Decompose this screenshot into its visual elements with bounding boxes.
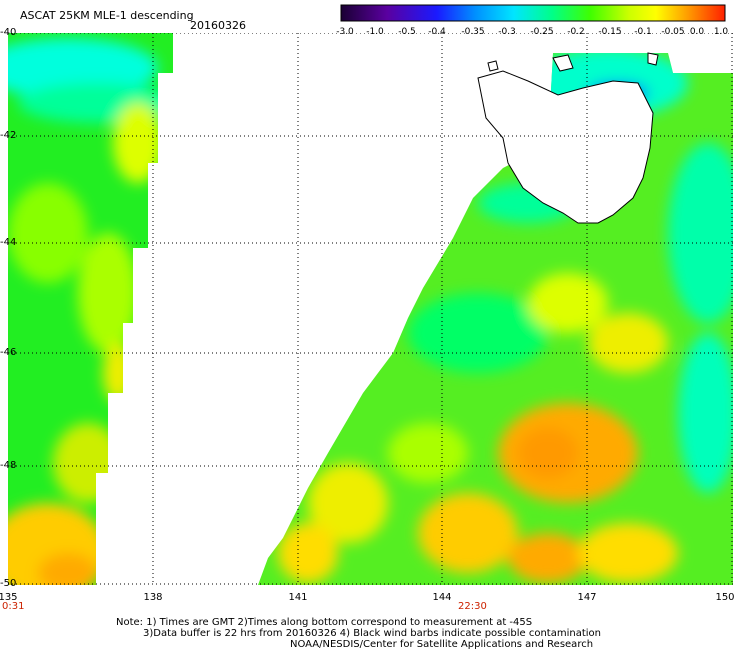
graticule <box>8 33 733 585</box>
island <box>552 54 574 72</box>
swath-time-left: 0:31 <box>2 601 25 612</box>
left-swath <box>8 33 173 585</box>
lon-label: 141 <box>288 592 308 603</box>
lat-label: -42 <box>0 130 17 141</box>
tasmania-landmass <box>477 70 654 224</box>
map-title: ASCAT 25KM MLE-1 descending <box>20 9 194 22</box>
swath-time-right: 22:30 <box>458 601 487 612</box>
lon-label: 147 <box>577 592 597 603</box>
scale-label: -0.15 <box>598 27 622 37</box>
scatterometer-map <box>8 33 733 585</box>
scale-label: 0.0 <box>689 27 705 37</box>
lat-label: -40 <box>0 27 17 38</box>
lat-label: -46 <box>0 347 17 358</box>
scale-label: -0.2 <box>567 27 585 37</box>
color-scale-bar <box>340 4 726 22</box>
note-line-2: 3)Data buffer is 22 hrs from 20160326 4)… <box>143 628 601 639</box>
note-line-1: Note: 1) Times are GMT 2)Times along bot… <box>116 617 533 628</box>
lat-label: -48 <box>0 460 17 471</box>
lon-label: 138 <box>143 592 163 603</box>
map-date: 20160326 <box>190 19 246 32</box>
lat-label: -50 <box>0 578 17 589</box>
scale-label: -0.3 <box>498 27 516 37</box>
scale-label: -0.4 <box>428 27 446 37</box>
lon-label: 150 <box>715 592 735 603</box>
lon-label: 135 <box>0 592 18 603</box>
scale-label: -0.1 <box>634 27 652 37</box>
lon-label: 144 <box>432 592 452 603</box>
scale-label: -1.0 <box>366 27 384 37</box>
scale-label: -0.05 <box>661 27 685 37</box>
island <box>487 60 499 72</box>
scale-label: -0.5 <box>398 27 416 37</box>
island <box>647 52 659 66</box>
lat-label: -44 <box>0 237 17 248</box>
scale-label: -0.35 <box>461 27 485 37</box>
scale-label: 1.0 <box>713 27 729 37</box>
scale-label: -3.0 <box>336 27 354 37</box>
note-line-3: NOAA/NESDIS/Center for Satellite Applica… <box>290 639 594 650</box>
scale-label: -0.25 <box>530 27 554 37</box>
